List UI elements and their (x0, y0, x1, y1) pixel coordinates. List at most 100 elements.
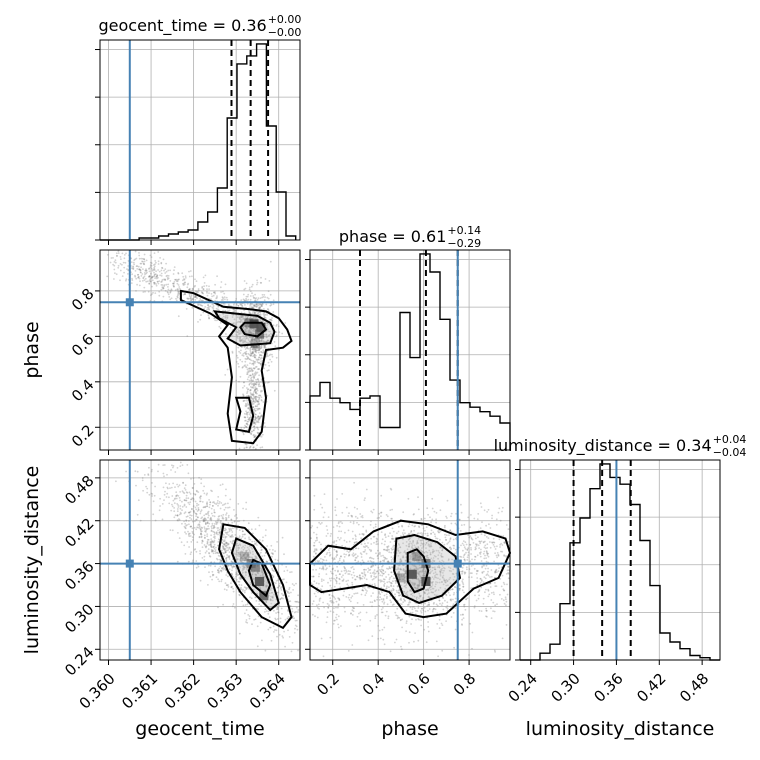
scatter-point (197, 503, 200, 506)
scatter-point (258, 348, 261, 351)
scatter-point (194, 299, 197, 301)
scatter-point (150, 262, 153, 264)
scatter-point (143, 260, 146, 263)
scatter-point (252, 297, 255, 299)
scatter-point (191, 527, 194, 530)
scatter-point (194, 493, 197, 496)
scatter-point (250, 306, 253, 308)
scatter-point (140, 257, 143, 260)
scatter-point (188, 293, 191, 296)
scatter-point (359, 513, 362, 515)
scatter-point (212, 304, 215, 306)
scatter-point (506, 583, 508, 586)
scatter-point (494, 585, 497, 587)
scatter-point (162, 472, 165, 475)
scatter-point (237, 304, 240, 307)
scatter-point (232, 308, 235, 311)
scatter-point (179, 461, 182, 464)
scatter-point (343, 590, 345, 593)
scatter-point (334, 509, 337, 512)
scatter-point (290, 650, 293, 653)
scatter-point (166, 473, 168, 476)
scatter-point (143, 272, 146, 274)
scatter-point (244, 287, 247, 290)
scatter-point (242, 355, 245, 357)
scatter-point (213, 533, 216, 536)
scatter-point (268, 354, 271, 357)
scatter-point (219, 507, 222, 510)
scatter-point (145, 280, 148, 283)
scatter-point (256, 298, 259, 301)
scatter-point (154, 485, 157, 488)
scatter-point (153, 266, 156, 269)
scatter-point (262, 536, 264, 539)
scatter-point (253, 353, 256, 356)
scatter-point (282, 636, 284, 639)
scatter-point (332, 611, 335, 614)
scatter-point (175, 297, 177, 300)
scatter-point (156, 275, 159, 278)
scatter-point (114, 261, 117, 264)
scatter-point (189, 514, 192, 516)
scatter-point (185, 532, 188, 535)
scatter-point (249, 312, 252, 314)
scatter-point (253, 296, 256, 299)
scatter-point (245, 350, 248, 353)
scatter-point (426, 507, 429, 510)
scatter-point (195, 508, 198, 511)
scatter-point (213, 525, 215, 527)
scatter-point (196, 290, 199, 293)
scatter-point (241, 316, 243, 318)
scatter-point (495, 523, 498, 526)
scatter-point (446, 517, 448, 519)
scatter-point (236, 334, 239, 337)
scatter-point (206, 308, 209, 311)
scatter-point (151, 482, 153, 484)
scatter-point (240, 303, 243, 306)
scatter-point (186, 297, 189, 300)
scatter-point (222, 309, 225, 312)
scatter-point (266, 339, 269, 342)
scatter-point (169, 289, 172, 292)
scatter-point (263, 308, 265, 310)
scatter-point (219, 520, 222, 522)
scatter-point (295, 606, 298, 609)
scatter-point (175, 497, 178, 500)
scatter-point (226, 317, 229, 319)
scatter-point (163, 269, 165, 272)
scatter-point (389, 650, 392, 653)
scatter-point (186, 492, 189, 494)
scatter-point (389, 487, 392, 490)
scatter-point (225, 514, 227, 516)
scatter-point (239, 316, 242, 319)
scatter-point (502, 581, 505, 584)
scatter-point (216, 552, 219, 554)
scatter-point (131, 279, 134, 281)
scatter-point (361, 514, 364, 517)
scatter-point (275, 325, 278, 327)
scatter-point (218, 314, 221, 317)
scatter-point (201, 285, 204, 288)
scatter-point (110, 257, 113, 259)
scatter-point (181, 490, 184, 493)
scatter-point (260, 347, 262, 349)
scatter-point (435, 640, 438, 643)
scatter-point (199, 500, 201, 503)
scatter-point (163, 464, 166, 466)
scatter-point (216, 275, 219, 278)
scatter-point (174, 471, 177, 473)
scatter-point (163, 499, 165, 501)
scatter-point (258, 356, 261, 359)
scatter-point (179, 507, 182, 510)
scatter-point (378, 629, 381, 632)
scatter-point (354, 534, 357, 537)
scatter-point (376, 517, 379, 519)
scatter-point (140, 271, 142, 274)
scatter-point (470, 514, 472, 516)
scatter-point (165, 270, 168, 273)
scatter-point (190, 518, 193, 520)
scatter-point (141, 260, 143, 263)
scatter-point (274, 629, 276, 631)
scatter-point (208, 317, 210, 320)
scatter-point (189, 493, 192, 495)
